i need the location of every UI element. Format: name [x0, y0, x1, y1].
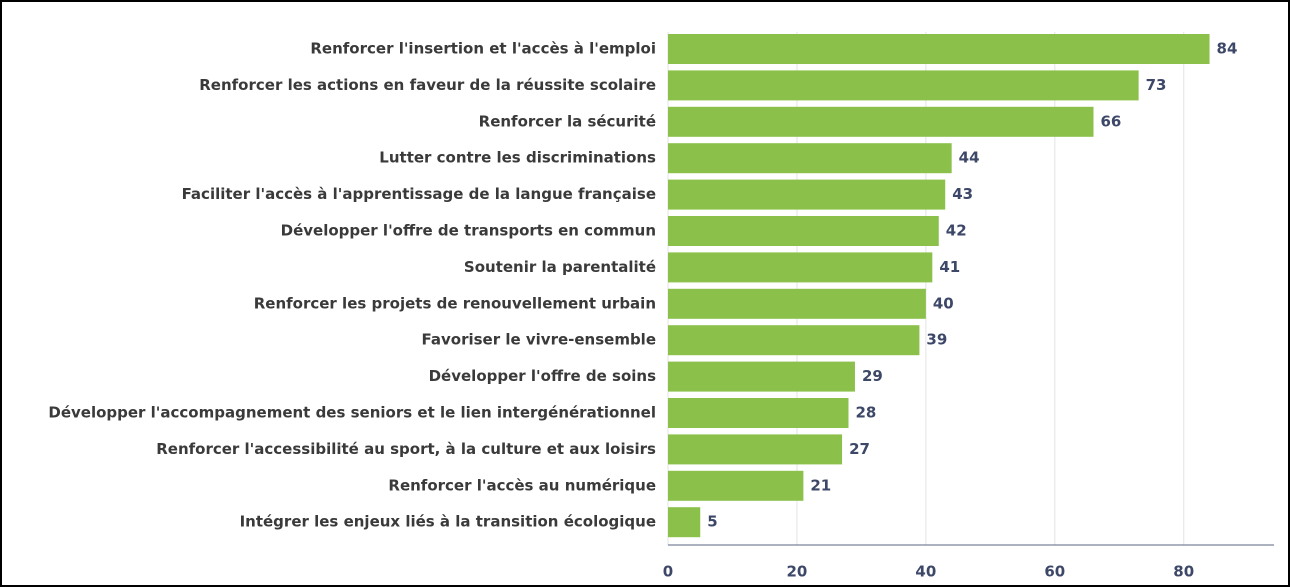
bar [668, 252, 933, 283]
bar [668, 288, 926, 319]
bar [668, 106, 1094, 137]
category-label: Favoriser le vivre-ensemble [422, 331, 657, 349]
x-tick-label: 80 [1173, 563, 1194, 581]
value-label: 84 [1217, 40, 1238, 58]
bar [668, 70, 1139, 101]
category-label: Renforcer la sécurité [479, 112, 656, 130]
value-label: 42 [946, 222, 967, 240]
value-label: 39 [926, 331, 947, 349]
value-label: 44 [959, 149, 980, 167]
bar [668, 398, 849, 428]
value-label: 66 [1100, 112, 1121, 130]
value-label: 21 [810, 476, 831, 494]
category-label: Soutenir la parentalité [464, 258, 656, 276]
bar [668, 179, 946, 210]
category-label: Développer l'accompagnement des seniors … [48, 404, 656, 422]
category-label: Renforcer l'accessibilité au sport, à la… [156, 440, 656, 458]
bar [668, 361, 855, 392]
category-label: Renforcer les projets de renouvellement … [254, 294, 656, 312]
value-label: 40 [933, 294, 954, 312]
bar [668, 143, 952, 174]
value-label: 73 [1146, 76, 1167, 94]
bar [668, 470, 804, 501]
x-tick-label: 20 [786, 563, 807, 581]
category-label: Développer l'offre de transports en comm… [281, 222, 656, 240]
category-label: Lutter contre les discriminations [379, 149, 656, 167]
value-label: 43 [952, 185, 973, 203]
category-label: Développer l'offre de soins [429, 367, 656, 385]
category-label: Faciliter l'accès à l'apprentissage de l… [182, 185, 656, 203]
category-label: Intégrer les enjeux liés à la transition… [240, 513, 656, 531]
value-label: 27 [849, 440, 870, 458]
category-label: Renforcer les actions en faveur de la ré… [199, 76, 656, 94]
category-label: Renforcer l'accès au numérique [388, 476, 656, 494]
bar [668, 434, 843, 465]
value-label: 28 [856, 404, 877, 422]
category-label: Renforcer l'insertion et l'accès à l'emp… [310, 40, 656, 58]
bar [668, 507, 701, 538]
bar [668, 216, 939, 246]
bar [668, 34, 1210, 64]
x-tick-label: 0 [663, 563, 673, 581]
x-tick-label: 40 [915, 563, 936, 581]
value-label: 5 [707, 513, 717, 531]
x-tick-label: 60 [1044, 563, 1065, 581]
value-label: 29 [862, 367, 883, 385]
value-label: 41 [939, 258, 960, 276]
bar [668, 325, 920, 356]
